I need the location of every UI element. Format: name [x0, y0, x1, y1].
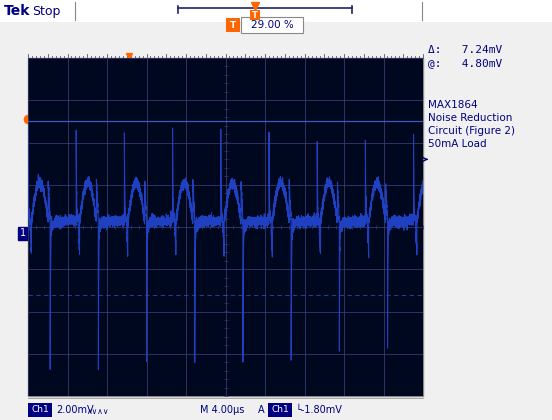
Bar [0, 0, 552, 22]
Text: 2.00mV: 2.00mV [56, 405, 94, 415]
Text: Δ:   7.24mV: Δ: 7.24mV [428, 45, 502, 55]
Text: Ch1: Ch1 [271, 405, 289, 415]
Text: └-1.80mV: └-1.80mV [296, 405, 343, 415]
Bar [241, 17, 303, 33]
Text: M 4.00μs: M 4.00μs [200, 405, 245, 415]
Text: Stop: Stop [32, 5, 60, 18]
Text: @:   4.80mV: @: 4.80mV [428, 58, 502, 68]
Bar [28, 403, 52, 417]
Bar [226, 18, 240, 32]
Bar [0, 398, 552, 420]
Text: ∧∨∧∨: ∧∨∧∨ [86, 407, 109, 417]
Text: T: T [252, 10, 258, 19]
Text: Ch1: Ch1 [31, 405, 49, 415]
Text: Tek: Tek [4, 4, 30, 18]
Text: 50mA Load: 50mA Load [428, 139, 487, 149]
Bar [268, 403, 292, 417]
Text: MAX1864: MAX1864 [428, 100, 477, 110]
Bar [28, 58, 423, 396]
Text: A: A [258, 405, 264, 415]
Text: Noise Reduction: Noise Reduction [428, 113, 512, 123]
Bar [250, 10, 260, 20]
Text: 1: 1 [20, 228, 26, 238]
Text: Circuit (Figure 2): Circuit (Figure 2) [428, 126, 515, 136]
Text: 29.00 %: 29.00 % [251, 20, 293, 30]
Text: T: T [230, 21, 236, 29]
